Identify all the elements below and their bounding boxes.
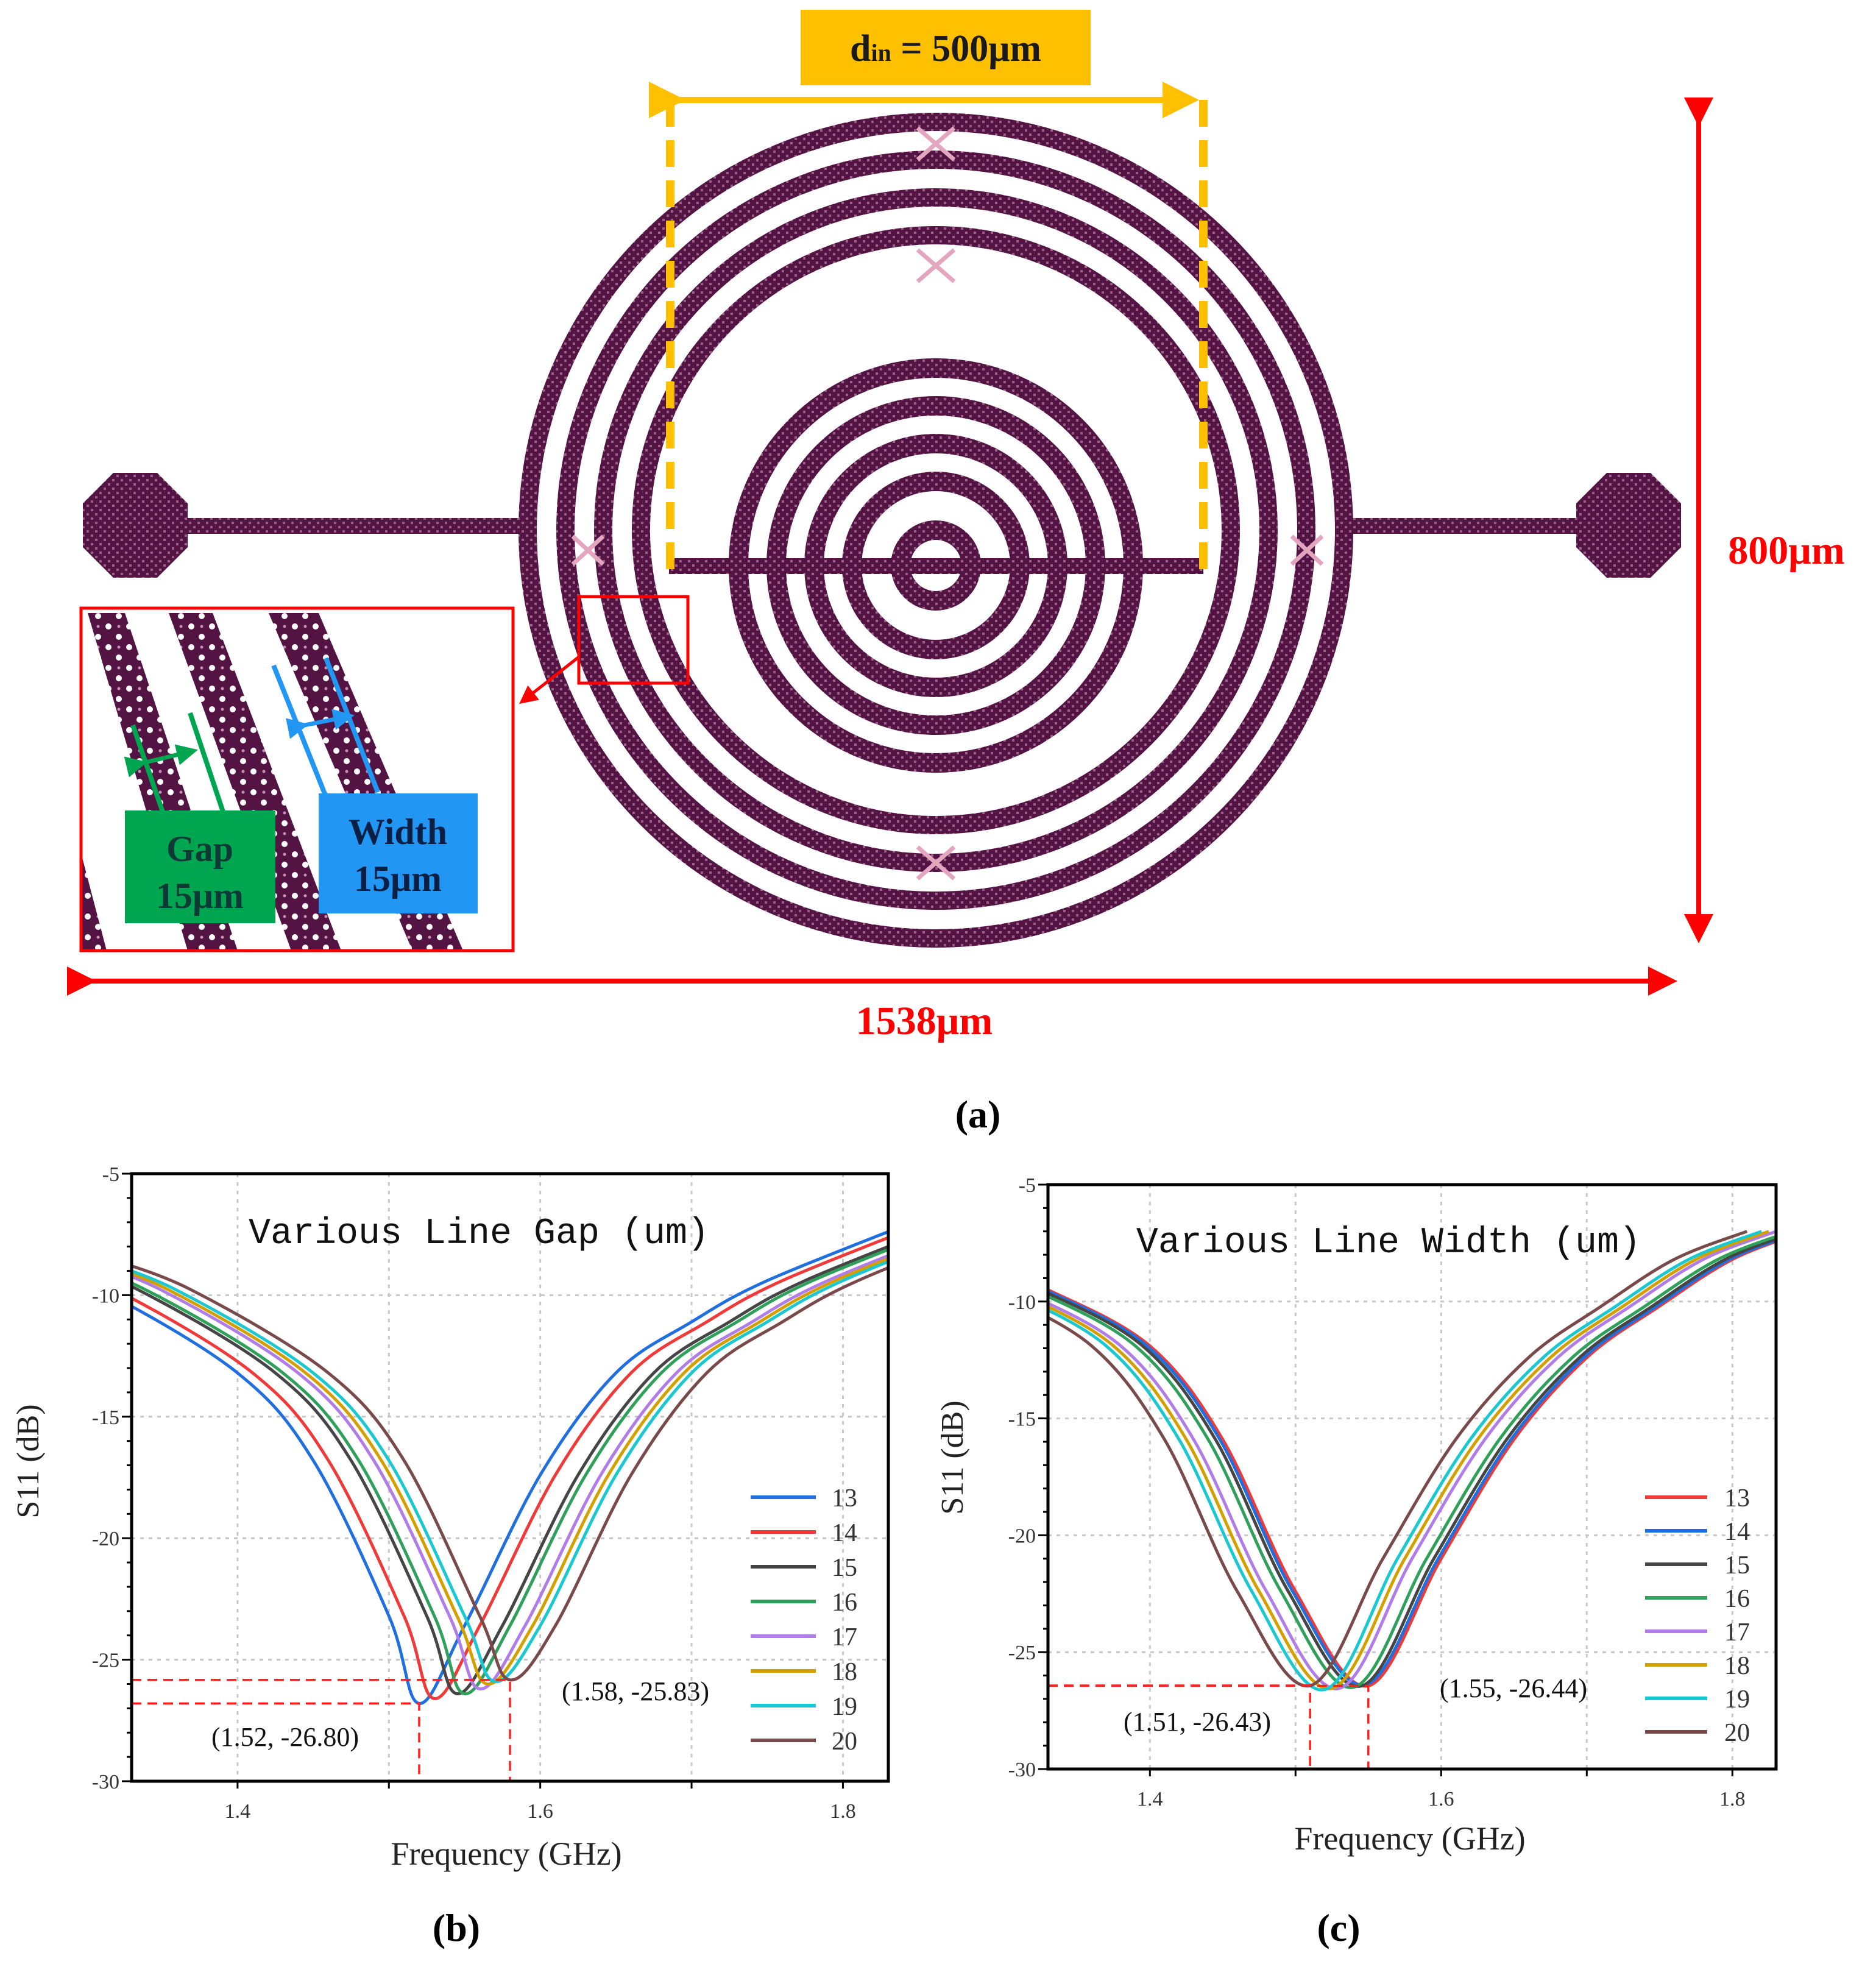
left-feed-line	[183, 518, 527, 534]
legend-label: 15	[832, 1554, 857, 1582]
legend-label: 16	[1724, 1585, 1750, 1613]
series-line-16	[1048, 1235, 1776, 1689]
width-label: 1538μm	[856, 999, 993, 1043]
annotation-guide	[1048, 1684, 1370, 1769]
charts: (1.52, -26.80) (1.58, -25.83) -5 -10 -15 -20 -…	[11, 1163, 1778, 1949]
legend-label: 19	[832, 1693, 857, 1721]
zoom-region-box	[577, 595, 690, 685]
gap-value: 15μm	[156, 876, 244, 916]
y-tick-label: -30	[1008, 1759, 1036, 1781]
din-label: din = 500μm	[850, 28, 1041, 69]
legend-label: 13	[1724, 1484, 1750, 1512]
y-tick-label: -25	[1008, 1642, 1036, 1664]
legend-label: 17	[1724, 1619, 1750, 1647]
series-line-17	[1048, 1230, 1776, 1690]
series-line-14	[1048, 1239, 1776, 1687]
y-tick-label: -5	[1019, 1174, 1036, 1197]
legend-label: 18	[1724, 1652, 1750, 1680]
x-tick-label: 1.8	[1719, 1788, 1746, 1810]
chart-title: Various Line Gap (um)	[249, 1213, 709, 1255]
series-line-20	[132, 1264, 888, 1682]
annotation-guide	[132, 1678, 511, 1781]
legend-label: 13	[832, 1484, 857, 1512]
coil-layout	[83, 113, 1681, 948]
y-tick-label: -15	[92, 1406, 119, 1429]
height-label: 800μm	[1728, 528, 1844, 573]
linewidth-value: 15μm	[354, 859, 442, 899]
series-line-20	[1048, 1230, 1748, 1687]
legend-label: 14	[832, 1519, 857, 1547]
x-axis-label: Frequency (GHz)	[391, 1835, 621, 1872]
annotation-label: (1.55, -26.44)	[1440, 1673, 1587, 1703]
legend-label: 19	[1724, 1686, 1750, 1714]
width-label-box	[319, 793, 478, 913]
y-tick-label: -10	[1008, 1291, 1036, 1314]
right-feed-line	[1345, 518, 1579, 534]
series-line-15	[1048, 1237, 1776, 1688]
series-line-18	[132, 1257, 888, 1686]
right-pad	[1576, 473, 1681, 578]
legend: 13 14 15 16 17 18 19 20	[1645, 1484, 1750, 1747]
chart-c: (1.51, -26.43) (1.55, -26.44) -5 -10 -15 -20 -…	[935, 1174, 1778, 1949]
series-line-18	[1048, 1230, 1769, 1690]
linewidth-title: Width	[349, 812, 447, 852]
plot-frame	[130, 1172, 890, 1783]
gap-title: Gap	[166, 829, 233, 869]
y-tick-label: -20	[92, 1528, 119, 1550]
series-line-19	[132, 1260, 888, 1683]
annotation-label: (1.51, -26.43)	[1124, 1707, 1271, 1737]
y-tick-label: -30	[92, 1771, 119, 1793]
zoom-inset-frame	[79, 606, 515, 952]
zoom-pointer-arrow	[519, 656, 580, 704]
series-line-13	[1048, 1239, 1776, 1688]
legend-label: 14	[1724, 1518, 1750, 1546]
y-tick-label: -10	[92, 1285, 119, 1307]
crossover-marks	[571, 126, 1324, 881]
x-tick-label: 1.4	[1137, 1788, 1163, 1810]
caption-c: (c)	[1317, 1906, 1360, 1949]
y-axis-label: S11 (dB)	[935, 1400, 970, 1514]
y-axis-label: S11 (dB)	[11, 1404, 46, 1518]
legend-label: 15	[1724, 1551, 1750, 1580]
center-bar	[669, 558, 1203, 574]
x-tick-label: 1.6	[1428, 1788, 1454, 1810]
x-tick-label: 1.8	[830, 1800, 856, 1823]
annotation-label: (1.52, -26.80)	[211, 1722, 359, 1752]
annotation-guide	[132, 1702, 420, 1781]
legend-label: 18	[832, 1658, 857, 1686]
gap-label-box	[125, 810, 275, 923]
y-tick-label: -15	[1008, 1408, 1036, 1431]
y-tick-label: -5	[102, 1163, 119, 1186]
caption-a: (a)	[955, 1093, 1001, 1136]
x-tick-label: 1.4	[225, 1800, 251, 1823]
legend-label: 20	[832, 1728, 857, 1756]
caption-b: (b)	[433, 1906, 480, 1949]
legend-label: 17	[832, 1623, 857, 1651]
series-line-16	[132, 1247, 888, 1695]
legend-label: 20	[1724, 1719, 1750, 1747]
legend: 13 14 15 16 17 18 19 20	[751, 1484, 857, 1756]
series-line-19	[1048, 1230, 1762, 1692]
y-tick-label: -25	[92, 1650, 119, 1672]
plot-frame	[1046, 1183, 1778, 1771]
din-label-box	[801, 10, 1091, 85]
legend-label: 16	[832, 1589, 857, 1617]
left-pad	[83, 473, 188, 578]
y-tick-label: -20	[1008, 1525, 1036, 1547]
chart-title: Various Line Width (um)	[1136, 1222, 1641, 1264]
x-tick-label: 1.6	[527, 1800, 553, 1823]
chart-b: (1.52, -26.80) (1.58, -25.83) -5 -10 -15 -20 -…	[11, 1163, 890, 1949]
x-axis-label: Frequency (GHz)	[1294, 1820, 1525, 1857]
annotation-label: (1.58, -25.83)	[562, 1676, 709, 1706]
